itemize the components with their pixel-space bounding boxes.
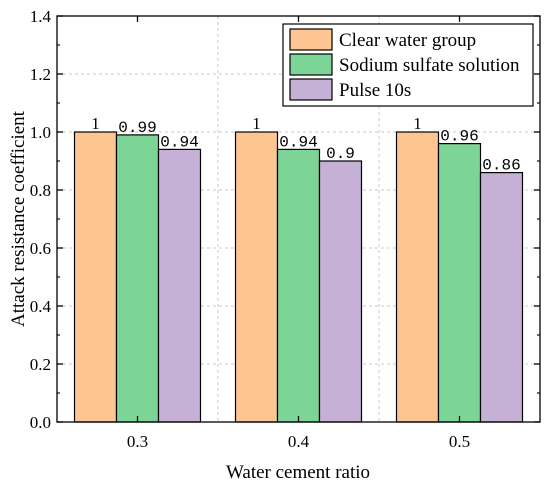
data-label: 1 (91, 114, 100, 133)
data-label: 0.96 (440, 128, 478, 146)
data-label: 1 (413, 114, 422, 133)
y-tick-label: 1.4 (30, 7, 52, 26)
x-tick-label: 0.3 (127, 432, 148, 451)
y-tick-label: 1.0 (30, 123, 51, 142)
y-tick-label: 0.2 (30, 355, 51, 374)
data-label: 0.94 (160, 133, 198, 151)
legend: Clear water group Sodium sulfate solution… (282, 23, 534, 107)
bar (479, 172, 524, 423)
x-tick-label: 0.4 (288, 432, 310, 451)
x-tick-label: 0.5 (449, 432, 470, 451)
y-axis-title: Attack resistance coefficient (8, 110, 29, 327)
y-tick-label: 1.2 (30, 65, 51, 84)
data-label: 0.99 (118, 119, 156, 137)
legend-label: Sodium sulfate solution (339, 55, 520, 76)
y-tick-label: 0.4 (30, 297, 52, 316)
legend-swatch (289, 53, 333, 76)
data-label: 0.86 (482, 157, 520, 175)
bar (157, 148, 202, 423)
y-tick-label: 0.8 (30, 181, 51, 200)
x-axis: 0.3 0.4 0.5 (127, 16, 470, 451)
bar (115, 134, 160, 423)
legend-label: Pulse 10s (339, 80, 411, 101)
y-tick-label: 0.0 (30, 413, 51, 432)
bar (395, 131, 440, 423)
bars (73, 131, 524, 423)
y-tick-label: 0.6 (30, 239, 51, 258)
data-label: 1 (252, 114, 261, 133)
bar (276, 148, 321, 423)
y-axis: 0.0 0.2 0.4 0.6 0.8 1.0 1.2 1.4 (30, 7, 540, 432)
bar (73, 131, 118, 423)
x-axis-title: Water cement ratio (226, 462, 370, 483)
bar (437, 143, 482, 423)
bar (318, 160, 363, 423)
legend-swatch (289, 78, 333, 101)
bar (234, 131, 279, 423)
legend-swatch (289, 28, 333, 51)
legend-label: Clear water group (339, 30, 476, 51)
data-label: 0.94 (279, 133, 317, 151)
data-label: 0.9 (326, 145, 355, 163)
